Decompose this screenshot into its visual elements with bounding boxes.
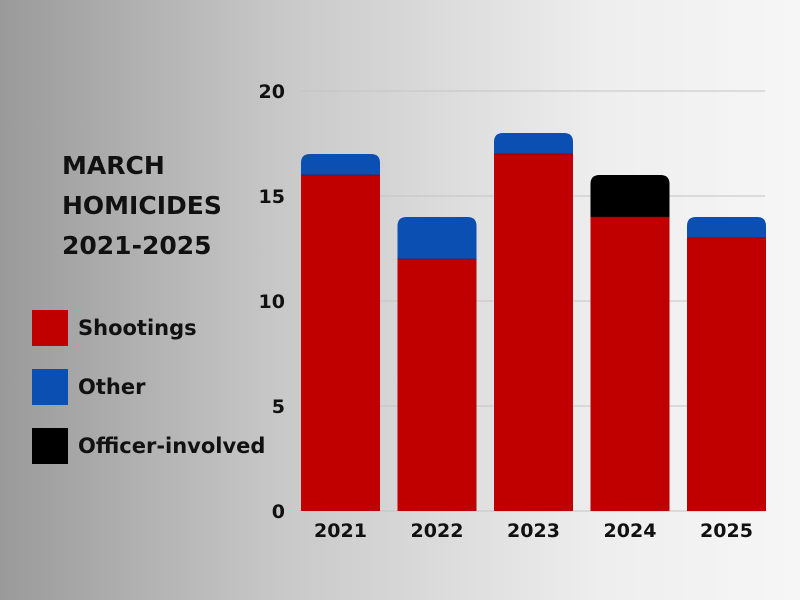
bar-2025-other bbox=[687, 217, 766, 238]
bar-2021-shootings bbox=[301, 175, 380, 511]
y-tick-label: 20 bbox=[259, 81, 285, 103]
chart-legend: Shootings Other Officer-involved bbox=[32, 310, 265, 487]
x-tick-label-2025: 2025 bbox=[700, 520, 753, 542]
legend-item-officer-involved: Officer-involved bbox=[32, 428, 265, 464]
bar-2022-shootings bbox=[397, 259, 477, 511]
bar-2023-shootings bbox=[494, 154, 573, 511]
y-tick-label: 10 bbox=[259, 291, 285, 313]
legend-label-other: Other bbox=[78, 375, 146, 399]
legend-label-shootings: Shootings bbox=[78, 316, 197, 340]
legend-swatch-shootings bbox=[32, 310, 68, 346]
legend-swatch-other bbox=[32, 369, 68, 405]
x-tick-label-2021: 2021 bbox=[314, 520, 367, 542]
x-tick-label-2024: 2024 bbox=[604, 520, 657, 542]
chart-title: MARCH HOMICIDES 2021-2025 bbox=[62, 146, 222, 266]
x-tick-label-2022: 2022 bbox=[411, 520, 464, 542]
bar-2022-other bbox=[397, 217, 477, 259]
bar-2023-other bbox=[494, 133, 573, 154]
y-tick-label: 5 bbox=[272, 396, 285, 418]
x-tick-label-2023: 2023 bbox=[507, 520, 560, 542]
bar-2024-shootings bbox=[590, 217, 670, 511]
legend-swatch-officer-involved bbox=[32, 428, 68, 464]
legend-item-other: Other bbox=[32, 369, 265, 405]
chart-title-line-3: 2021-2025 bbox=[62, 231, 212, 260]
legend-item-shootings: Shootings bbox=[32, 310, 265, 346]
bar-2021-other bbox=[301, 154, 380, 175]
bar-2024-officer-involved bbox=[590, 175, 670, 217]
bar-2025-shootings bbox=[687, 238, 766, 511]
y-tick-label: 15 bbox=[259, 186, 285, 208]
chart-title-line-1: MARCH bbox=[62, 151, 165, 180]
chart-title-line-2: HOMICIDES bbox=[62, 191, 222, 220]
legend-label-officer-involved: Officer-involved bbox=[78, 434, 266, 458]
y-tick-label: 0 bbox=[272, 501, 285, 523]
